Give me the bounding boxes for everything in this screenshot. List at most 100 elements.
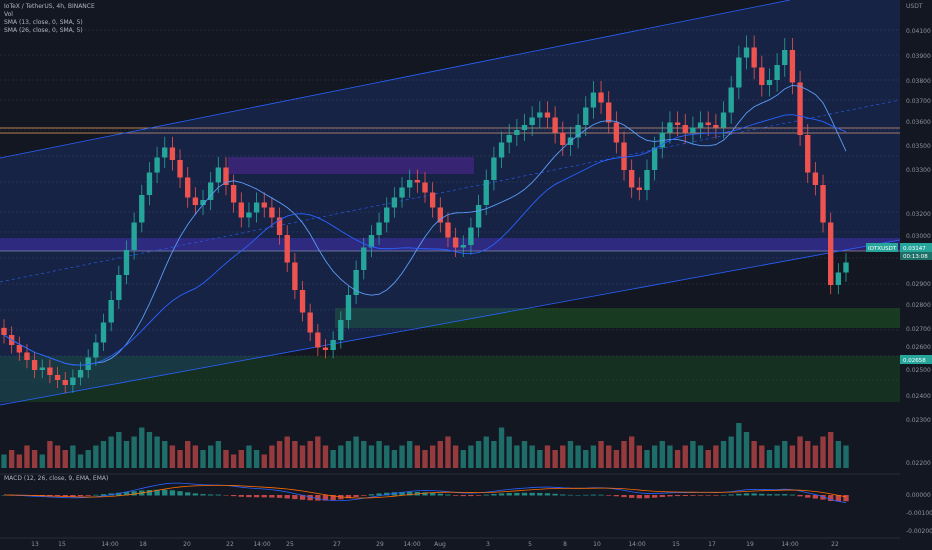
candle-body bbox=[445, 222, 451, 238]
candle-body bbox=[514, 130, 520, 135]
time-axis[interactable]: 13 15 14:00 18 20 22 14:00 25 27 29 14:00 Aug 3 5 8 10 1… bbox=[0, 537, 900, 548]
macd-histogram-bar bbox=[162, 489, 168, 496]
sma-26-line bbox=[3, 114, 847, 366]
candle-body bbox=[200, 200, 206, 205]
macd-histogram-bar bbox=[437, 493, 443, 496]
candle-body bbox=[292, 262, 298, 290]
candle-body bbox=[429, 192, 436, 208]
candle-body bbox=[452, 237, 459, 248]
candle-body bbox=[621, 142, 627, 170]
volume-bar bbox=[583, 450, 589, 468]
candle-body bbox=[93, 342, 99, 358]
volume-bar bbox=[736, 423, 742, 468]
time-tick-label: 14:00 bbox=[403, 541, 420, 548]
time-tick-label: Aug bbox=[434, 541, 446, 548]
candle-body bbox=[47, 367, 53, 375]
volume-bar bbox=[169, 445, 176, 468]
macd-histogram-bar bbox=[146, 490, 153, 496]
last-price: 0.03147 bbox=[903, 246, 926, 252]
price-tick-label: 0.03200 bbox=[906, 211, 931, 218]
macd-histogram-bar bbox=[429, 492, 436, 496]
volume-bar bbox=[315, 436, 321, 468]
volume-bar bbox=[529, 445, 535, 468]
volume-bar bbox=[292, 441, 298, 468]
volume-bar bbox=[452, 445, 459, 468]
volume-bar bbox=[560, 445, 566, 468]
axis-unit-label: USDT bbox=[906, 3, 923, 10]
candle-body bbox=[820, 185, 826, 223]
candle-body bbox=[728, 87, 734, 113]
volume-bar bbox=[185, 441, 191, 468]
key-level-zone bbox=[0, 238, 900, 251]
volume-bar bbox=[782, 441, 788, 468]
macd-histogram-bar bbox=[169, 490, 176, 496]
macd-histogram-bar bbox=[368, 494, 375, 496]
volume-bar bbox=[422, 450, 428, 468]
macd-histogram-bar bbox=[246, 495, 252, 498]
candle-body bbox=[414, 180, 421, 183]
candle-body bbox=[368, 235, 375, 248]
volume-bar bbox=[353, 436, 359, 468]
candle-body bbox=[85, 357, 91, 370]
time-tick-label: 14:00 bbox=[253, 541, 270, 548]
candle-body bbox=[613, 122, 620, 143]
volume-bar bbox=[651, 445, 658, 468]
macd-histogram-bar bbox=[720, 494, 727, 496]
macd-histogram-bar bbox=[613, 495, 620, 497]
zone-price: 0.02658 bbox=[903, 358, 926, 364]
macd-legend: MACD (12, 26, close, 9, EMA, EMA) bbox=[4, 475, 108, 483]
macd-histogram-bar bbox=[575, 494, 581, 496]
volume-bar bbox=[47, 441, 53, 468]
price-tick-label: 0.02500 bbox=[906, 367, 931, 374]
macd-histogram-bar bbox=[422, 492, 428, 496]
candle-body bbox=[636, 187, 643, 190]
macd-histogram-bar bbox=[690, 495, 696, 496]
candle-body bbox=[207, 182, 214, 200]
candle-body bbox=[552, 117, 558, 133]
sma-slow-label: SMA (26, close, 0, SMA, 5) bbox=[4, 27, 83, 34]
macd-histogram-bar bbox=[820, 495, 826, 500]
ticker-tag-bg bbox=[866, 243, 898, 252]
macd-histogram-bar bbox=[215, 494, 222, 496]
volume-bar bbox=[16, 454, 22, 468]
price-axis[interactable]: USDT 0.04100 0.03900 0.03800 0.03700 0.03600 0… bbox=[866, 0, 932, 550]
time-tick-label: 22 bbox=[831, 541, 839, 548]
macd-histogram-bar bbox=[598, 494, 604, 496]
volume-bar bbox=[414, 445, 421, 468]
candle-body bbox=[407, 180, 413, 188]
candle-body bbox=[583, 107, 589, 125]
volume-bar bbox=[774, 445, 780, 468]
candle-body bbox=[506, 135, 512, 143]
macd-histogram-bar bbox=[583, 494, 589, 496]
candle-body bbox=[284, 235, 290, 263]
candle-body bbox=[54, 375, 61, 380]
time-tick-label: 27 bbox=[333, 541, 341, 548]
sma-fast-label: SMA (13, close, 0, SMA, 5) bbox=[4, 19, 83, 26]
macd-histogram-bar bbox=[116, 492, 122, 496]
candle-body bbox=[1, 327, 7, 335]
candle-body bbox=[843, 262, 849, 273]
macd-histogram-bar bbox=[475, 495, 482, 496]
volume-bar bbox=[399, 445, 405, 468]
volume-bar bbox=[667, 445, 673, 468]
time-tick-label: 10 bbox=[593, 541, 601, 548]
channel-upper-line bbox=[0, 0, 791, 159]
volume-bar bbox=[361, 441, 367, 468]
candle-body bbox=[498, 142, 505, 158]
volume-bar bbox=[506, 436, 512, 468]
support-zone-lower bbox=[0, 356, 900, 402]
candle-body bbox=[16, 345, 22, 353]
candle-body bbox=[529, 117, 535, 125]
candle-body bbox=[116, 275, 122, 300]
resistance-zone bbox=[228, 157, 474, 174]
volume-bar bbox=[628, 436, 635, 468]
macd-histogram-bar bbox=[330, 495, 336, 501]
volume-bar bbox=[54, 445, 61, 468]
candle-body bbox=[307, 312, 313, 333]
candle-body bbox=[828, 222, 834, 285]
volume-bar bbox=[192, 445, 199, 468]
candle-body bbox=[345, 295, 352, 320]
price-tick-label: 0.03500 bbox=[906, 143, 931, 150]
candle-body bbox=[62, 380, 68, 385]
